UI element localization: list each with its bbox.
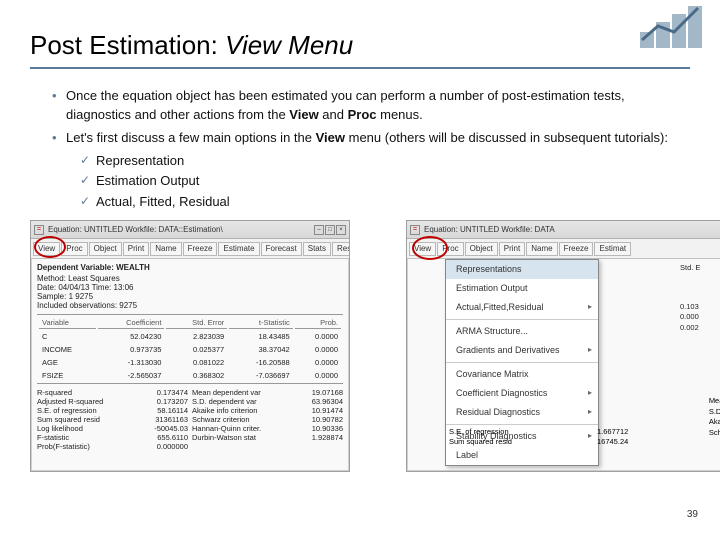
minimize-icon[interactable]: – <box>314 225 324 235</box>
toolbar-btn-proc[interactable]: Proc <box>437 242 463 256</box>
toolbar-btn-forecast[interactable]: Forecast <box>261 242 302 256</box>
page-title: Post Estimation: View Menu <box>30 30 690 61</box>
menu-item-actual-fitted-residual[interactable]: Actual,Fitted,Residual▸ <box>446 298 598 317</box>
toolbar-btn-estimate[interactable]: Estimate <box>218 242 259 256</box>
title-prefix: Post Estimation: <box>30 30 225 60</box>
sub-2: Estimation Output <box>66 172 680 191</box>
stat-fragment-values: 1.66771216745.24 <box>597 427 628 447</box>
close-icon[interactable]: × <box>336 225 346 235</box>
toolbar-btn-view[interactable]: View <box>33 242 60 256</box>
toolbar-btn-name[interactable]: Name <box>150 242 181 256</box>
table-row: INCOME0.9737350.02537738.370420.0000 <box>39 344 341 355</box>
brand-logo <box>640 4 702 48</box>
maximize-icon[interactable]: □ <box>325 225 335 235</box>
submenu-arrow-icon: ▸ <box>588 388 592 397</box>
bullet-list: Once the equation object has been estima… <box>30 87 690 212</box>
toolbar-btn-estimat[interactable]: Estimat <box>594 242 631 256</box>
page-number: 39 <box>687 509 698 520</box>
menu-item-representations[interactable]: Representations <box>446 260 598 279</box>
menu-item-arma-structure-[interactable]: ARMA Structure... <box>446 322 598 341</box>
toolbar-btn-view[interactable]: View <box>409 242 436 256</box>
menu-item-label[interactable]: Label <box>446 446 598 465</box>
toolbar-btn-proc[interactable]: Proc <box>61 242 87 256</box>
toolbar-btn-print[interactable]: Print <box>123 242 149 256</box>
dep-var: Dependent Variable: WEALTH <box>37 263 343 272</box>
window-titlebar: = Equation: UNTITLED Workfile: DATA::Est… <box>31 221 349 239</box>
toolbar: ViewProcObjectPrintNameFreezeEstimateFor… <box>31 239 349 259</box>
menu-item-coefficient-diagnostics[interactable]: Coefficient Diagnostics▸ <box>446 384 598 403</box>
toolbar-btn-object[interactable]: Object <box>89 242 122 256</box>
stats-block: R-squared0.173474Adjusted R-squared0.173… <box>37 388 343 451</box>
toolbar-btn-freeze[interactable]: Freeze <box>559 242 594 256</box>
coefficient-table: VariableCoefficientStd. Errort-Statistic… <box>37 314 343 384</box>
toolbar-btn-resids[interactable]: Resids <box>332 242 350 256</box>
toolbar-btn-object[interactable]: Object <box>465 242 498 256</box>
toolbar-btn-freeze[interactable]: Freeze <box>183 242 218 256</box>
toolbar: ViewProcObjectPrintNameFreezeEstimat <box>407 239 720 259</box>
table-row: FSIZE-2.5650370.368302-7.0366970.0000 <box>39 370 341 381</box>
toolbar-btn-print[interactable]: Print <box>499 242 525 256</box>
menu-item-estimation-output[interactable]: Estimation Output <box>446 279 598 298</box>
sub-1: Representation <box>66 152 680 171</box>
bullet-1: Once the equation object has been estima… <box>52 87 680 125</box>
table-row: C52.042302.82303918.434850.0000 <box>39 331 341 342</box>
submenu-arrow-icon: ▸ <box>588 407 592 416</box>
screenshot-equation-output: = Equation: UNTITLED Workfile: DATA::Est… <box>30 220 350 472</box>
menu-item-residual-diagnostics[interactable]: Residual Diagnostics▸ <box>446 403 598 422</box>
window-titlebar: = Equation: UNTITLED Workfile: DATA <box>407 221 720 239</box>
stat-fragment-right: Mean deS.D. depAkaike iSchwarz <box>709 396 720 438</box>
stat-fragment-labels: S.E. of regressionSum squared resid <box>449 427 512 447</box>
title-italic: View Menu <box>225 30 353 60</box>
sub-3: Actual, Fitted, Residual <box>66 193 680 212</box>
screenshot-view-menu: = Equation: UNTITLED Workfile: DATA View… <box>406 220 720 472</box>
toolbar-btn-name[interactable]: Name <box>526 242 557 256</box>
submenu-arrow-icon: ▸ <box>588 431 592 440</box>
equation-icon: = <box>34 225 44 235</box>
equation-icon: = <box>410 225 420 235</box>
menu-item-gradients-and-derivatives[interactable]: Gradients and Derivatives▸ <box>446 341 598 360</box>
window-title: Equation: UNTITLED Workfile: DATA::Estim… <box>48 225 223 234</box>
table-fragment: Std. E 0.1030.0000.0020.015 <box>680 263 720 333</box>
bullet-2: Let's first discuss a few main options i… <box>52 129 680 212</box>
submenu-arrow-icon: ▸ <box>588 302 592 311</box>
toolbar-btn-stats[interactable]: Stats <box>303 242 331 256</box>
window-title: Equation: UNTITLED Workfile: DATA <box>424 225 555 234</box>
submenu-arrow-icon: ▸ <box>588 345 592 354</box>
menu-item-covariance-matrix[interactable]: Covariance Matrix <box>446 365 598 384</box>
table-row: AGE-1.3130300.081022-16.205880.0000 <box>39 357 341 368</box>
